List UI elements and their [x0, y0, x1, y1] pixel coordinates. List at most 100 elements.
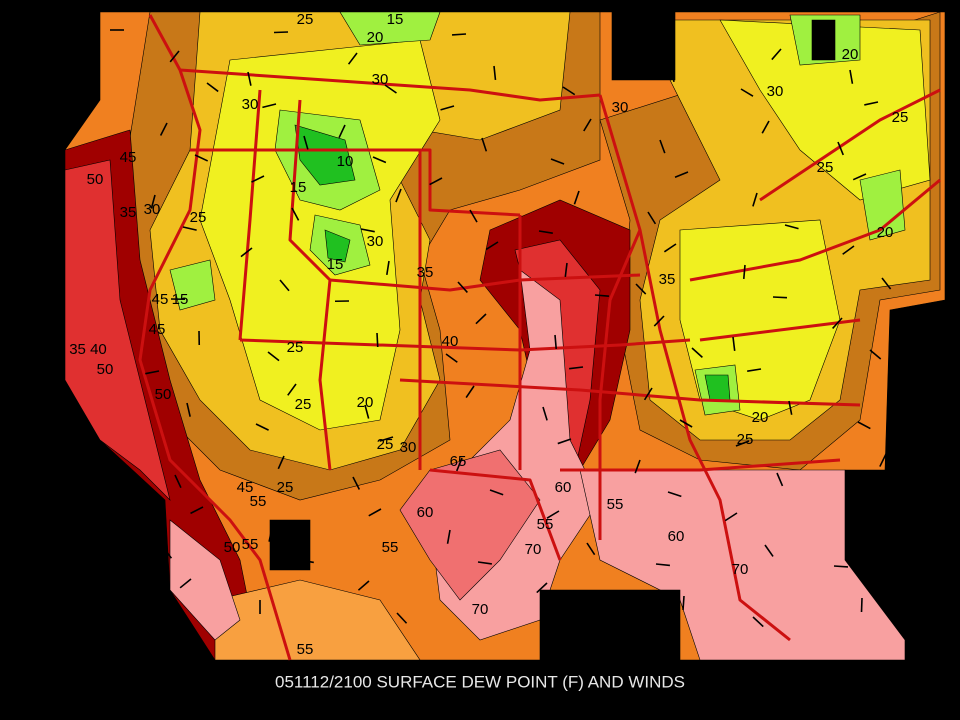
wind-barb [376, 332, 379, 348]
wind-barb [538, 230, 553, 234]
contour-label: 25 [287, 339, 304, 356]
wind-barb [752, 616, 764, 628]
wind-barb [857, 421, 871, 430]
wind-barb [451, 33, 467, 36]
contour-label: 15 [327, 256, 344, 273]
contour-region [169, 519, 241, 641]
contour-region [811, 19, 836, 61]
wind-barb [338, 124, 346, 139]
wind-barb [352, 476, 361, 490]
wind-barb [542, 406, 548, 421]
wind-barb [724, 512, 738, 522]
wind-barb [469, 209, 478, 223]
wind-barb [655, 563, 671, 567]
state-border [138, 14, 292, 661]
contour-label: 50 [87, 171, 104, 188]
wind-barb [881, 277, 892, 290]
contour-label: 50 [155, 386, 172, 403]
wind-barb [879, 453, 887, 467]
wind-barb [457, 281, 468, 293]
state-border [179, 68, 601, 102]
wind-barb [776, 472, 784, 487]
wind-barb [279, 279, 290, 292]
wind-barb [364, 404, 370, 419]
contour-region [324, 229, 351, 263]
wind-barb [368, 508, 382, 517]
contour-label: 35 [120, 204, 137, 221]
wind-barb [784, 224, 799, 230]
wind-barb [489, 489, 504, 496]
wind-barb [849, 69, 854, 84]
wind-barb [635, 283, 647, 295]
state-borders [138, 14, 941, 661]
wind-barb [864, 101, 879, 106]
wind-barb [357, 580, 370, 591]
state-border [190, 148, 521, 217]
contour-label: 35 [659, 271, 676, 288]
wind-barb [659, 139, 666, 154]
contour-label: 35 40 [69, 341, 107, 358]
wind-barb [740, 88, 754, 97]
wind-barb [674, 171, 689, 178]
contour-label: 55 [242, 536, 259, 553]
wind-barb [752, 192, 758, 207]
contour-label: 40 [442, 333, 459, 350]
state-border [238, 89, 262, 341]
wind-barb [206, 82, 219, 93]
contour-label: 20 [842, 46, 859, 63]
contour-label: 35 [417, 264, 434, 281]
wind-barb [379, 436, 394, 442]
wind-barb [634, 459, 641, 474]
wind-barb [761, 120, 770, 134]
wind-barb [842, 245, 855, 255]
wind-barb [772, 296, 788, 299]
wind-barb [550, 158, 565, 165]
contour-region [539, 589, 681, 661]
wind-barb [735, 440, 750, 447]
wind-barb [372, 156, 387, 164]
contour-label: 45 [237, 479, 254, 496]
contour-label: 25 [190, 209, 207, 226]
contour-label: 70 [472, 601, 489, 618]
contour-region [64, 159, 171, 501]
state-border [699, 318, 861, 342]
wind-barb [481, 137, 488, 152]
wind-barb [493, 65, 497, 81]
wind-barb [347, 52, 358, 65]
wind-barb [182, 226, 197, 231]
wind-barb [247, 71, 252, 86]
contour-region [214, 579, 421, 661]
wind-barb [386, 260, 390, 275]
wind-barb [186, 402, 191, 417]
contour-label: 45 [120, 149, 137, 166]
wind-barb [251, 175, 265, 183]
wind-barb [150, 194, 156, 209]
wind-barb [833, 565, 849, 568]
wind-barb [360, 228, 375, 233]
contour-label: 15 [290, 179, 307, 196]
wind-barb [303, 135, 309, 150]
state-border [329, 273, 641, 292]
wind-barb [742, 264, 746, 280]
wind-barb [583, 118, 592, 132]
wind-barb [190, 506, 204, 515]
contour-label: 30 [400, 439, 417, 456]
wind-barb [240, 247, 253, 258]
contour-label: 60 [668, 528, 685, 545]
wind-barb [445, 353, 458, 363]
contour-label: 30 [144, 201, 161, 218]
contour-label: 15 [387, 11, 404, 28]
contour-label: 55 [250, 493, 267, 510]
wind-barb [594, 294, 610, 298]
state-border [239, 338, 691, 352]
wind-barb [554, 334, 558, 350]
contour-label: 15 [172, 291, 189, 308]
contour-label: 25 [817, 159, 834, 176]
contour-label: 60 [417, 504, 434, 521]
contour-label: 20 [357, 394, 374, 411]
wind-barb [629, 35, 645, 39]
contour-label: 25 [892, 109, 909, 126]
contour-label: 10 [337, 153, 354, 170]
contour-label: 55 [297, 641, 314, 658]
